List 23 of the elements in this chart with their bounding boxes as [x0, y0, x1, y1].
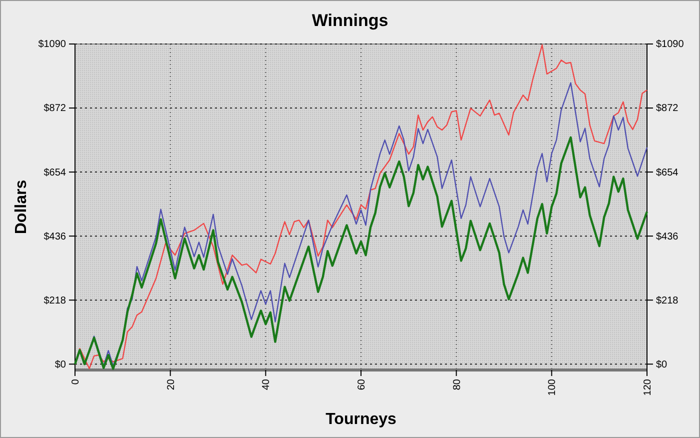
y2-tick-label: $1090	[656, 39, 684, 50]
y-axis-title: Dollars	[13, 180, 30, 234]
y2-tick-label: $218	[656, 295, 679, 306]
y-tick-label: $872	[44, 103, 66, 114]
y2-tick-label: $0	[656, 359, 668, 370]
x-tick-label: 120	[642, 378, 654, 396]
chart-title: Winnings	[312, 11, 388, 30]
line-series	[74, 136, 648, 370]
x-tick-label: 100	[547, 378, 558, 396]
y-tick-label: $654	[44, 167, 66, 178]
y-tick-label: $1090	[38, 39, 66, 50]
y2-tick-label: $872	[656, 103, 679, 114]
y-tick-label: $218	[44, 295, 66, 306]
y-tick-label: $0	[54, 359, 66, 370]
x-axis-title: Tourneys	[326, 411, 397, 428]
x-tick-label: 20	[166, 378, 177, 390]
y2-tick-label: $436	[656, 231, 679, 242]
x-tick-label: 40	[261, 378, 272, 390]
x-tick-label: 60	[356, 378, 368, 390]
y-tick-label: $436	[44, 231, 66, 242]
y2-tick-label: $654	[656, 167, 679, 178]
x-tick-label: 0	[70, 378, 82, 385]
x-tick-label: 80	[452, 378, 463, 390]
